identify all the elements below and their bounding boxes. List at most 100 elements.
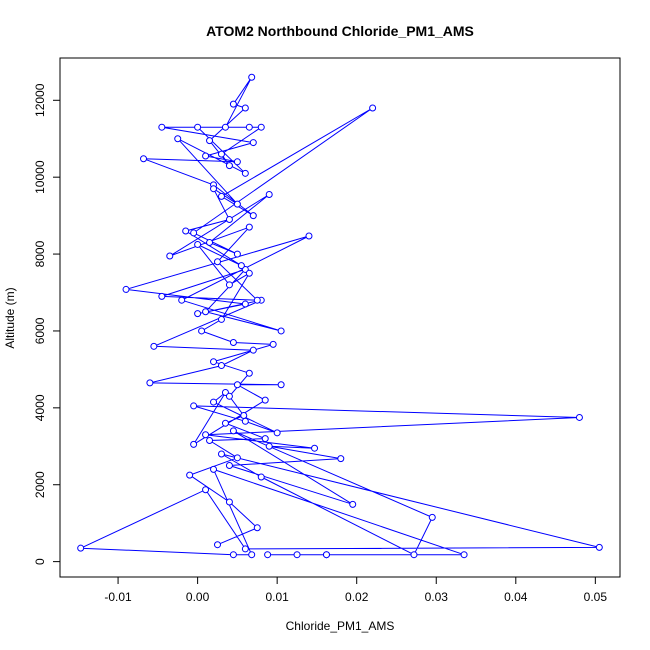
x-axis-label: Chloride_PM1_AMS (286, 619, 395, 633)
data-point (146, 379, 154, 387)
data-point (225, 462, 233, 470)
data-point (158, 123, 166, 131)
y-tick-label: 2000 (33, 471, 47, 498)
data-point (257, 123, 265, 131)
data-point (305, 232, 313, 240)
data-point (221, 419, 229, 427)
data-point (190, 229, 198, 237)
y-axis-label: Altitude (m) (3, 287, 17, 348)
data-point (233, 381, 241, 389)
data-point (225, 392, 233, 400)
data-point (225, 498, 233, 506)
data-point (225, 281, 233, 289)
x-tick-label: 0.02 (345, 590, 369, 604)
data-point (206, 437, 214, 445)
data-point (269, 340, 277, 348)
data-point (428, 513, 436, 521)
data-point (217, 150, 225, 158)
data-point (217, 362, 225, 370)
data-point (225, 215, 233, 223)
data-point (198, 327, 206, 335)
x-tick-label: 0.04 (504, 590, 528, 604)
data-point (264, 551, 272, 559)
data-point (240, 412, 248, 420)
data-point (410, 551, 418, 559)
data-point (77, 544, 85, 552)
data-point (311, 444, 319, 452)
data-point (237, 262, 245, 270)
data-point (233, 200, 241, 208)
data-point (210, 465, 218, 473)
data-point (249, 346, 257, 354)
y-tick-label: 4000 (33, 394, 47, 421)
data-point (202, 486, 210, 494)
data-point (229, 551, 237, 559)
data-point (194, 240, 202, 248)
data-point (575, 413, 583, 421)
data-point (221, 123, 229, 131)
data-point (190, 402, 198, 410)
data-point (202, 308, 210, 316)
data-point (261, 435, 269, 443)
data-point (186, 471, 194, 479)
data-point (206, 137, 214, 145)
data-point (229, 338, 237, 346)
data-point (245, 223, 253, 231)
y-tick-label: 10000 (33, 160, 47, 194)
data-point (210, 185, 218, 193)
data-point (158, 292, 166, 300)
data-line (80, 76, 600, 556)
x-tick-label: 0.00 (186, 590, 210, 604)
data-point (248, 73, 256, 81)
data-point (217, 192, 225, 200)
plot-frame (59, 57, 621, 578)
data-point (241, 104, 249, 112)
data-point (229, 100, 237, 108)
data-point (349, 500, 357, 508)
data-point (253, 524, 261, 532)
data-point (245, 369, 253, 377)
data-point (214, 541, 221, 549)
data-point (595, 543, 603, 551)
y-tick-label: 12000 (33, 83, 47, 117)
data-point (241, 169, 249, 177)
data-point (293, 551, 301, 559)
data-point (206, 239, 214, 247)
data-point (214, 258, 221, 266)
data-point (241, 417, 249, 425)
data-point (249, 212, 257, 220)
data-point (210, 398, 218, 406)
data-point (322, 551, 330, 559)
y-tick-label: 6000 (33, 317, 47, 344)
data-point (194, 310, 202, 318)
data-point (337, 455, 345, 463)
data-point (265, 442, 273, 450)
data-point (225, 162, 233, 170)
x-tick-label: 0.05 (584, 590, 608, 604)
y-tick-label: 8000 (33, 240, 47, 267)
data-point (249, 139, 257, 147)
data-point (182, 227, 190, 235)
y-tick-label: 0 (33, 558, 47, 565)
data-point (253, 296, 261, 304)
data-point (241, 545, 249, 553)
data-point (150, 342, 158, 350)
data-point (190, 440, 198, 448)
data-point (194, 123, 202, 131)
data-point (369, 104, 377, 112)
data-point (202, 431, 210, 439)
x-tick-label: -0.01 (104, 590, 132, 604)
data-point (217, 450, 225, 458)
data-point (273, 429, 281, 437)
data-point (202, 152, 210, 160)
data-point (233, 158, 241, 166)
data-point (140, 155, 148, 163)
data-point (233, 250, 241, 258)
chart-title: ATOM2 Northbound Chloride_PM1_AMS (206, 23, 474, 39)
data-point (217, 315, 225, 323)
data-point (248, 551, 256, 559)
data-point (245, 269, 253, 277)
data-point (460, 551, 468, 559)
data-point (233, 454, 241, 462)
